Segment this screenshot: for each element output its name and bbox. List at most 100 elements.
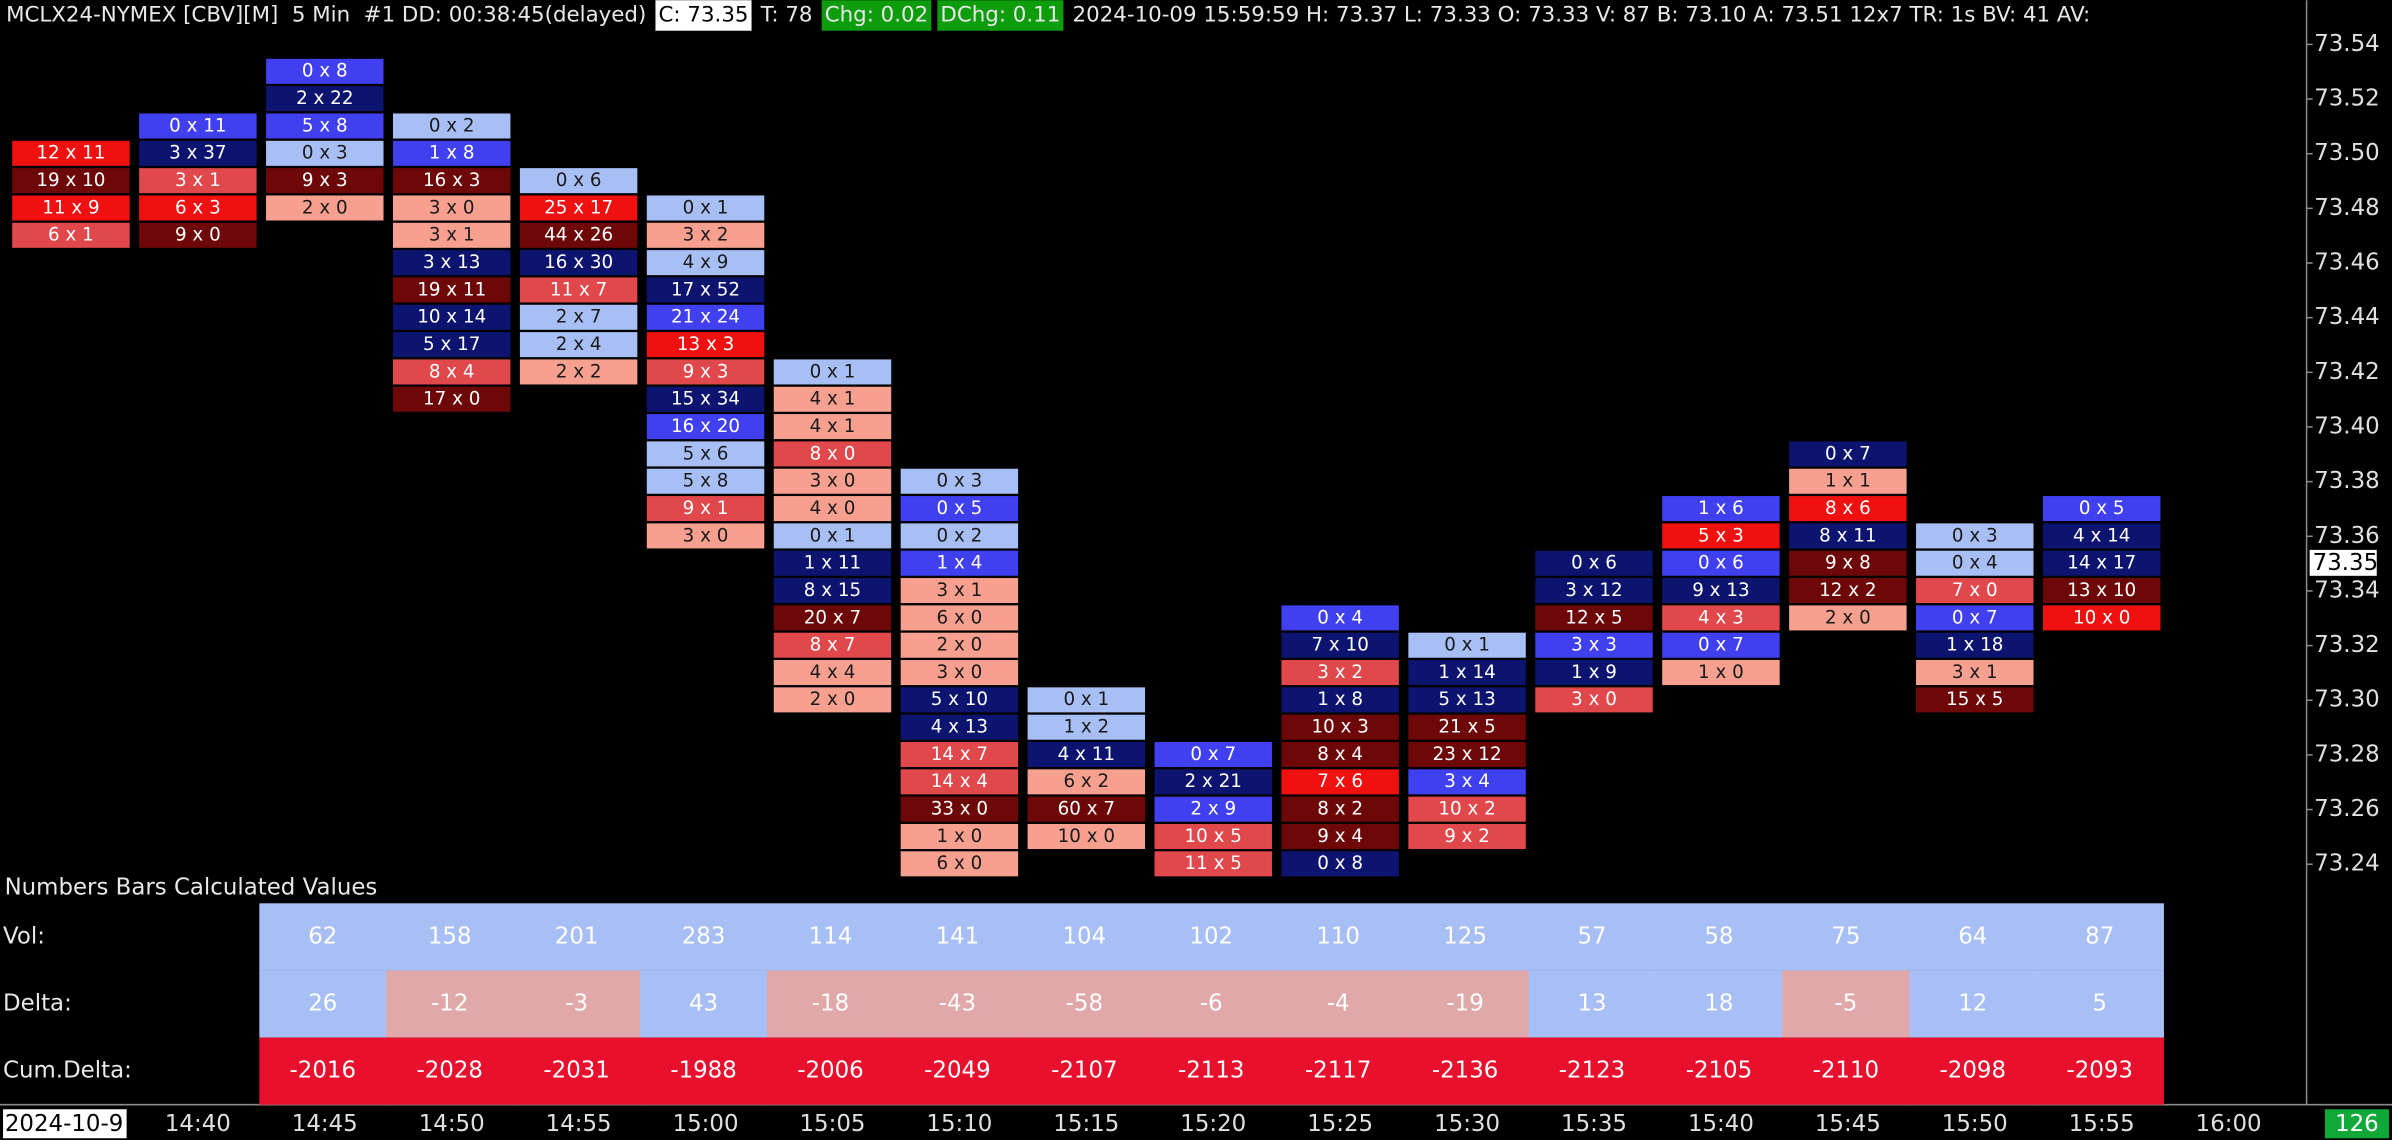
header-field: Chg: 0.02 xyxy=(825,2,928,27)
summary-cell xyxy=(1909,970,2038,1038)
summary-cell xyxy=(1655,970,1784,1038)
footprint-cell-text: 11 x 9 xyxy=(42,197,99,218)
footprint-cell-text: 3 x 12 xyxy=(1565,580,1622,601)
price-tick-label: 73.46 xyxy=(2314,250,2380,276)
footprint-cell xyxy=(2042,550,2161,576)
footprint-cell-text: 5 x 8 xyxy=(683,471,729,492)
summary-cell xyxy=(640,970,768,1038)
price-tick-label: 73.30 xyxy=(2314,687,2380,713)
footprint-cell-text: 16 x 20 xyxy=(671,416,740,437)
footprint-cell xyxy=(1789,550,1907,576)
footprint-cell-text: 1 x 8 xyxy=(429,143,475,164)
footprint-cell xyxy=(1281,796,1399,822)
summary-cell xyxy=(767,1037,895,1105)
time-label: 15:15 xyxy=(1053,1111,1119,1137)
summary-cell xyxy=(1401,1037,1530,1105)
footprint-bar: 0 x 1 3 x 2 4 x 9 17 x 52 21 x 24 13 x 3 9 x 3… xyxy=(646,195,765,549)
footprint-cell-text: 2 x 22 xyxy=(296,88,353,109)
footprint-cell xyxy=(1281,851,1399,877)
footprint-cell-text: 16 x 3 xyxy=(423,170,480,191)
footprint-cell-text: 0 x 4 xyxy=(1952,553,1998,574)
summary-value: 283 xyxy=(682,923,726,949)
summary-value: 64 xyxy=(1958,923,1987,949)
footprint-cell xyxy=(392,332,511,358)
footprint-cell-text: 14 x 4 xyxy=(931,771,988,792)
summary-cell xyxy=(1655,903,1784,971)
footprint-bar: 0 x 6 25 x 17 44 x 26 16 x 30 11 x 7 2 x 7 2 x… xyxy=(519,168,638,385)
footprint-cell xyxy=(900,632,1019,658)
footprint-cell xyxy=(646,277,765,303)
price-tick-label: 73.36 xyxy=(2314,523,2380,549)
footprint-cell xyxy=(773,359,892,385)
footprint-cell-text: 15 x 5 xyxy=(1946,689,2003,710)
footprint-cell-text: 1 x 1 xyxy=(1825,471,1871,492)
footprint-cell xyxy=(519,332,638,358)
footprint-cell xyxy=(773,578,892,604)
footprint-cell xyxy=(1281,632,1399,658)
footprint-cell xyxy=(1789,496,1907,522)
summary-value: 158 xyxy=(428,923,472,949)
summary-value: 13 xyxy=(1577,991,1606,1017)
footprint-cell-text: 2 x 0 xyxy=(810,689,856,710)
footprint-cell xyxy=(773,414,892,440)
footprint-cell xyxy=(266,86,384,112)
footprint-cell-text: 8 x 0 xyxy=(810,443,856,464)
footprint-cell xyxy=(900,742,1019,768)
summary-value: 12 xyxy=(1958,991,1987,1017)
footprint-cell-text: 4 x 13 xyxy=(931,717,988,738)
summary-value: 43 xyxy=(689,991,718,1017)
status-count-bg xyxy=(2324,1109,2389,1139)
summary-cell xyxy=(2036,903,2164,971)
footprint-cell xyxy=(646,386,765,412)
price-tick-label: 73.52 xyxy=(2314,86,2380,112)
summary-cell xyxy=(1782,903,1911,971)
summary-cell xyxy=(386,903,514,971)
footprint-cell-text: 1 x 2 xyxy=(1063,717,1109,738)
summary-value: 62 xyxy=(308,923,337,949)
footprint-cell xyxy=(519,222,638,248)
footprint-cell xyxy=(1662,632,1780,658)
footprint-cell-text: 3 x 0 xyxy=(810,471,856,492)
footprint-cell-text: 33 x 0 xyxy=(931,799,988,820)
footprint-cell xyxy=(2042,605,2161,631)
footprint-bar: 0 x 7 1 x 1 8 x 6 8 x 11 9 x 8 12 x 2 2 x 0 xyxy=(1789,441,1907,631)
footprint-cell-text: 8 x 2 xyxy=(1317,799,1363,820)
footprint-cell-text: 4 x 1 xyxy=(810,389,856,410)
footprint-cell xyxy=(1281,605,1399,631)
footprint-cell xyxy=(266,195,384,221)
footprint-cell xyxy=(1916,578,2034,604)
footprint-cell-text: 15 x 34 xyxy=(671,389,740,410)
footprint-cell xyxy=(1154,796,1272,822)
summary-value: -1988 xyxy=(670,1058,736,1084)
footprint-cell xyxy=(12,140,130,166)
footprint-cell-text: 4 x 3 xyxy=(1698,607,1744,628)
header-field: C: 73.35 xyxy=(659,2,749,27)
summary-value: 18 xyxy=(1704,991,1733,1017)
header-field: DChg: 0.11 xyxy=(940,2,1060,27)
footprint-cell xyxy=(1535,550,1653,576)
footprint-bar: 0 x 7 2 x 21 2 x 9 10 x 5 11 x 5 xyxy=(1154,742,1272,877)
summary-value: 201 xyxy=(555,923,599,949)
footprint-cell xyxy=(646,468,765,494)
summary-cell xyxy=(1274,903,1403,971)
footprint-cell xyxy=(1027,687,1146,713)
time-label: 15:35 xyxy=(1561,1111,1627,1137)
summary-cell xyxy=(259,1037,388,1105)
footprint-cell xyxy=(773,523,892,549)
footprint-cell-text: 1 x 4 xyxy=(937,553,983,574)
summary-value: -2006 xyxy=(797,1058,863,1084)
footprint-cell xyxy=(1408,660,1526,686)
footprint-cell-text: 6 x 1 xyxy=(48,225,94,246)
footprint-cell xyxy=(1408,687,1526,713)
summary-cell xyxy=(1655,1037,1784,1105)
footprint-cell xyxy=(646,250,765,276)
summary-value: -2107 xyxy=(1051,1058,1117,1084)
footprint-cell xyxy=(1662,605,1780,631)
footprint-cell xyxy=(1408,742,1526,768)
footprint-cell xyxy=(773,441,892,467)
footprint-cell-text: 1 x 11 xyxy=(804,553,861,574)
footprint-cell-text: 1 x 14 xyxy=(1438,662,1495,683)
summary-cell xyxy=(386,970,514,1038)
footprint-cell xyxy=(139,195,257,221)
footprint-bar: 0 x 6 3 x 12 12 x 5 3 x 3 1 x 9 3 x 0 xyxy=(1535,550,1653,713)
